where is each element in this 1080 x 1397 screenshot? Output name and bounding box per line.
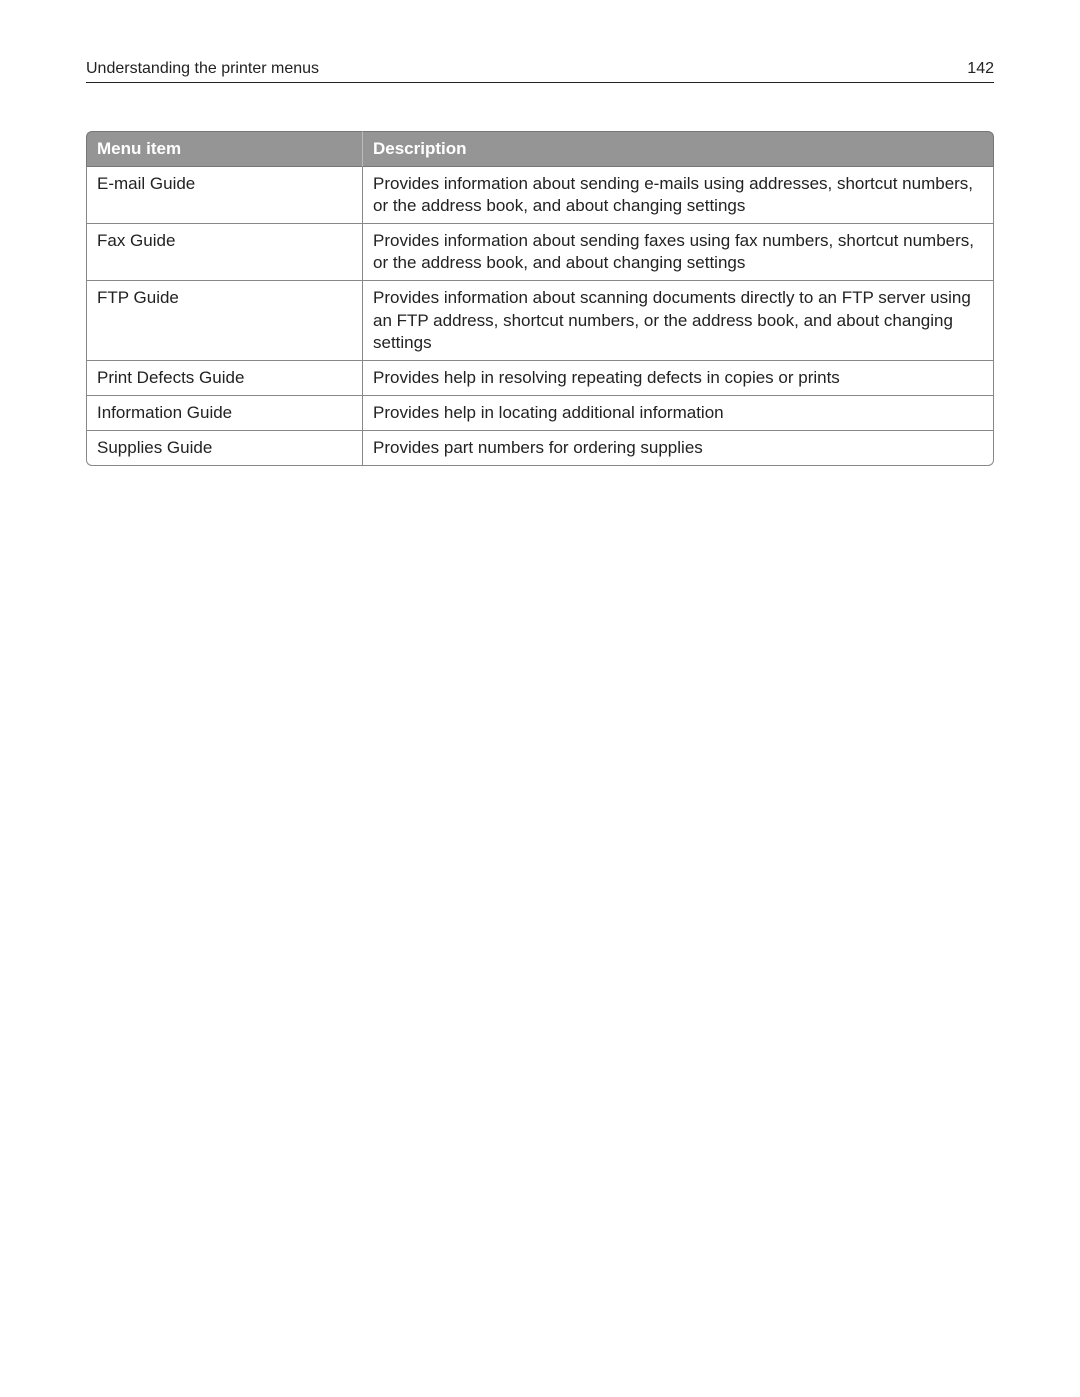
- menu-table: Menu item Description E-mail Guide Provi…: [86, 131, 994, 466]
- cell-menu-item: Fax Guide: [86, 224, 362, 281]
- cell-menu-item: FTP Guide: [86, 281, 362, 360]
- cell-description: Provides information about sending faxes…: [362, 224, 994, 281]
- table-row: Information Guide Provides help in locat…: [86, 396, 994, 431]
- table-row: FTP Guide Provides information about sca…: [86, 281, 994, 360]
- table-row: E-mail Guide Provides information about …: [86, 167, 994, 224]
- table-header-row: Menu item Description: [86, 131, 994, 167]
- cell-description: Provides information about scanning docu…: [362, 281, 994, 360]
- cell-description: Provides help in locating additional inf…: [362, 396, 994, 431]
- table-row: Fax Guide Provides information about sen…: [86, 224, 994, 281]
- page-title: Understanding the printer menus: [86, 60, 319, 78]
- cell-description: Provides part numbers for ordering suppl…: [362, 431, 994, 466]
- col-header-menu-item: Menu item: [86, 131, 362, 167]
- page-header: Understanding the printer menus 142: [86, 60, 994, 83]
- cell-menu-item: Print Defects Guide: [86, 361, 362, 396]
- cell-menu-item: E-mail Guide: [86, 167, 362, 224]
- table-row: Print Defects Guide Provides help in res…: [86, 361, 994, 396]
- document-page: Understanding the printer menus 142 Menu…: [0, 0, 1080, 1397]
- cell-menu-item: Information Guide: [86, 396, 362, 431]
- col-header-description: Description: [362, 131, 994, 167]
- table-row: Supplies Guide Provides part numbers for…: [86, 431, 994, 466]
- page-number: 142: [967, 60, 994, 78]
- cell-description: Provides help in resolving repeating def…: [362, 361, 994, 396]
- cell-menu-item: Supplies Guide: [86, 431, 362, 466]
- cell-description: Provides information about sending e-mai…: [362, 167, 994, 224]
